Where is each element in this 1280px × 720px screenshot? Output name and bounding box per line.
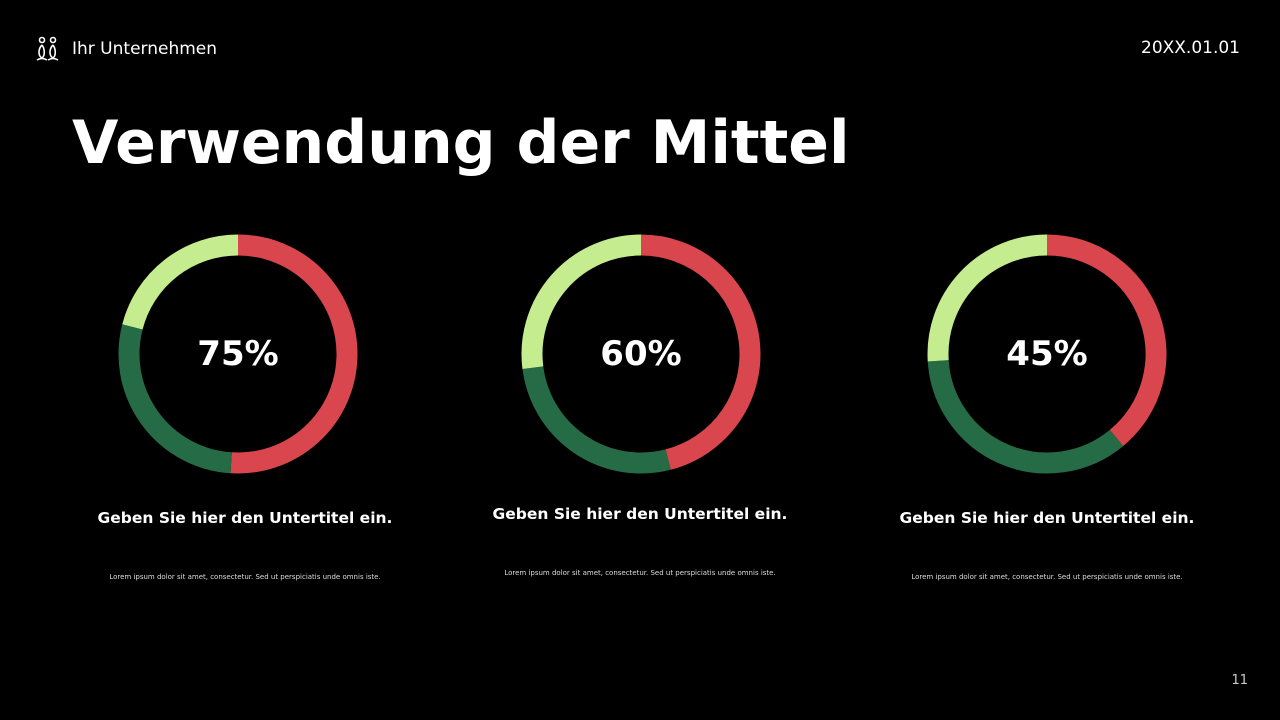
segment-dark-green: [118, 324, 233, 474]
segment-light-green: [122, 234, 239, 330]
donut-label: 45%: [1006, 334, 1088, 374]
subtitle-2: Geben Sie hier den Untertitel ein.: [492, 505, 788, 523]
segment-dark-green: [522, 366, 671, 474]
donut-chart-1: 75%: [113, 229, 363, 479]
company-logo: Ihr Unternehmen: [36, 36, 217, 62]
company-name: Ihr Unternehmen: [72, 39, 218, 59]
subtitle-1: Geben Sie hier den Untertitel ein.: [97, 509, 393, 527]
people-icon: [36, 36, 59, 61]
page-number: 11: [1231, 673, 1248, 688]
page-title: Verwendung der Mittel: [72, 108, 850, 178]
donut-label: 75%: [197, 334, 279, 374]
segment-red: [640, 234, 761, 470]
segment-dark-green: [927, 360, 1124, 474]
body-text-1: Lorem ipsum dolor sit amet, consectetur.…: [109, 573, 381, 581]
donut-chart-3: 45%: [922, 229, 1172, 479]
donut-label: 60%: [600, 334, 682, 374]
segment-light-green: [521, 234, 642, 369]
body-text-2: Lorem ipsum dolor sit amet, consectetur.…: [504, 569, 776, 577]
segment-red: [230, 234, 358, 474]
subtitle-3: Geben Sie hier den Untertitel ein.: [899, 509, 1195, 527]
date: 20XX.01.01: [1141, 38, 1240, 58]
body-text-3: Lorem ipsum dolor sit amet, consectetur.…: [911, 573, 1183, 581]
segment-red: [1046, 234, 1167, 447]
segment-light-green: [927, 234, 1048, 362]
donut-chart-2: 60%: [516, 229, 766, 479]
